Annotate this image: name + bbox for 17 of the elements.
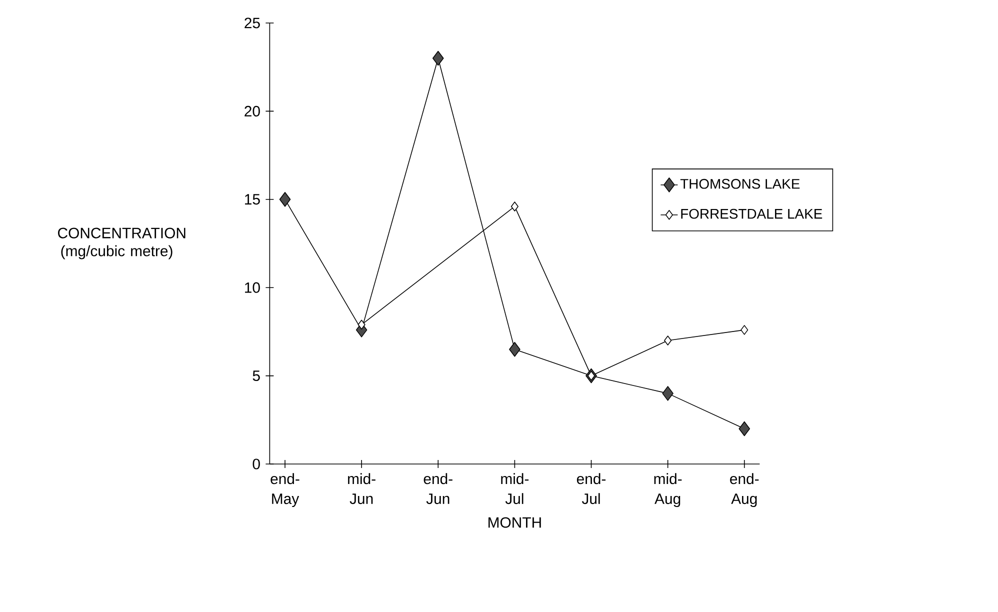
y-tick-label: 0 bbox=[252, 458, 260, 470]
y-tick-label: 5 bbox=[252, 370, 260, 382]
x-tick-label: end- Jun bbox=[424, 473, 452, 504]
x-tick-label: mid- Jun bbox=[348, 473, 376, 504]
legend-label: FORRESTDALE LAKE bbox=[681, 208, 822, 219]
x-tick-label: mid- Aug bbox=[654, 473, 682, 508]
x-tick-label: end- Aug bbox=[730, 473, 759, 508]
x-tick-label: end- Jul bbox=[576, 473, 606, 504]
legend-label: THOMSONS LAKE bbox=[680, 178, 800, 189]
y-axis-title: CONCENTRATION (mg/cubic metre) bbox=[58, 228, 186, 260]
y-tick-label: 15 bbox=[245, 194, 260, 205]
x-tick-label: mid- Jul bbox=[501, 473, 529, 504]
y-tick-label: 25 bbox=[244, 18, 260, 28]
y-tick-label: 20 bbox=[244, 106, 260, 116]
y-tick-label: 10 bbox=[245, 282, 260, 293]
x-axis-title: MONTH bbox=[488, 517, 541, 528]
x-tick-label: end- May bbox=[270, 473, 300, 508]
